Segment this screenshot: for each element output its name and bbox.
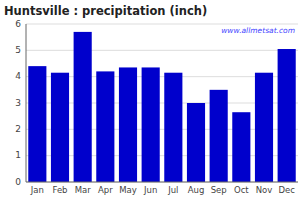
chart: 0 1 2 3 4 5 6 Jan Feb Mar Apr May Jun Jul Aug Sep Oct Nov… (0, 0, 306, 200)
x-tick-label: Apr (98, 185, 113, 195)
bar (164, 73, 182, 182)
y-tick-label: 3 (15, 98, 21, 108)
bar (119, 67, 137, 182)
grid-line (26, 24, 298, 25)
y-tick-label: 4 (15, 71, 21, 81)
y-tick-label: 5 (15, 45, 21, 55)
bar (28, 66, 46, 182)
x-tick-label: Nov (256, 185, 273, 195)
x-tick-label: Oct (234, 185, 249, 195)
bar (255, 73, 273, 182)
x-tick-label: Feb (52, 185, 67, 195)
x-tick-label: Mar (75, 185, 92, 195)
y-tick-label: 2 (15, 124, 21, 134)
x-tick-label: Dec (278, 185, 295, 195)
bar (51, 73, 69, 182)
x-tick-label: Aug (188, 185, 205, 195)
y-tick-label: 1 (15, 150, 21, 160)
x-tick-label: Jan (30, 185, 44, 195)
x-tick-label: Jul (167, 185, 178, 195)
x-axis: Jan Feb Mar Apr May Jun Jul Aug Sep Oct Nov Dec (26, 24, 298, 195)
grid-line (26, 182, 298, 183)
grid (26, 24, 298, 182)
bar (232, 112, 250, 182)
watermark: www.allmetsat.com (221, 26, 295, 35)
y-axis: 0 1 2 3 4 5 6 (15, 19, 21, 187)
x-tick-label: Jun (143, 185, 157, 195)
background (0, 0, 306, 200)
bar (96, 71, 114, 182)
bar (210, 90, 228, 182)
bar (74, 32, 92, 182)
bars (28, 32, 295, 182)
title: Huntsville : precipitation (inch) (4, 4, 207, 18)
x-axis-line (26, 182, 298, 183)
bar (187, 103, 205, 182)
bar (278, 49, 296, 182)
y-tick-label: 0 (15, 177, 21, 187)
grid-line (26, 50, 298, 51)
y-axis-line (26, 24, 27, 182)
x-tick-label: Sep (211, 185, 227, 195)
bar (142, 67, 160, 182)
x-tick-label: May (119, 185, 137, 195)
y-tick-label: 6 (15, 19, 21, 29)
